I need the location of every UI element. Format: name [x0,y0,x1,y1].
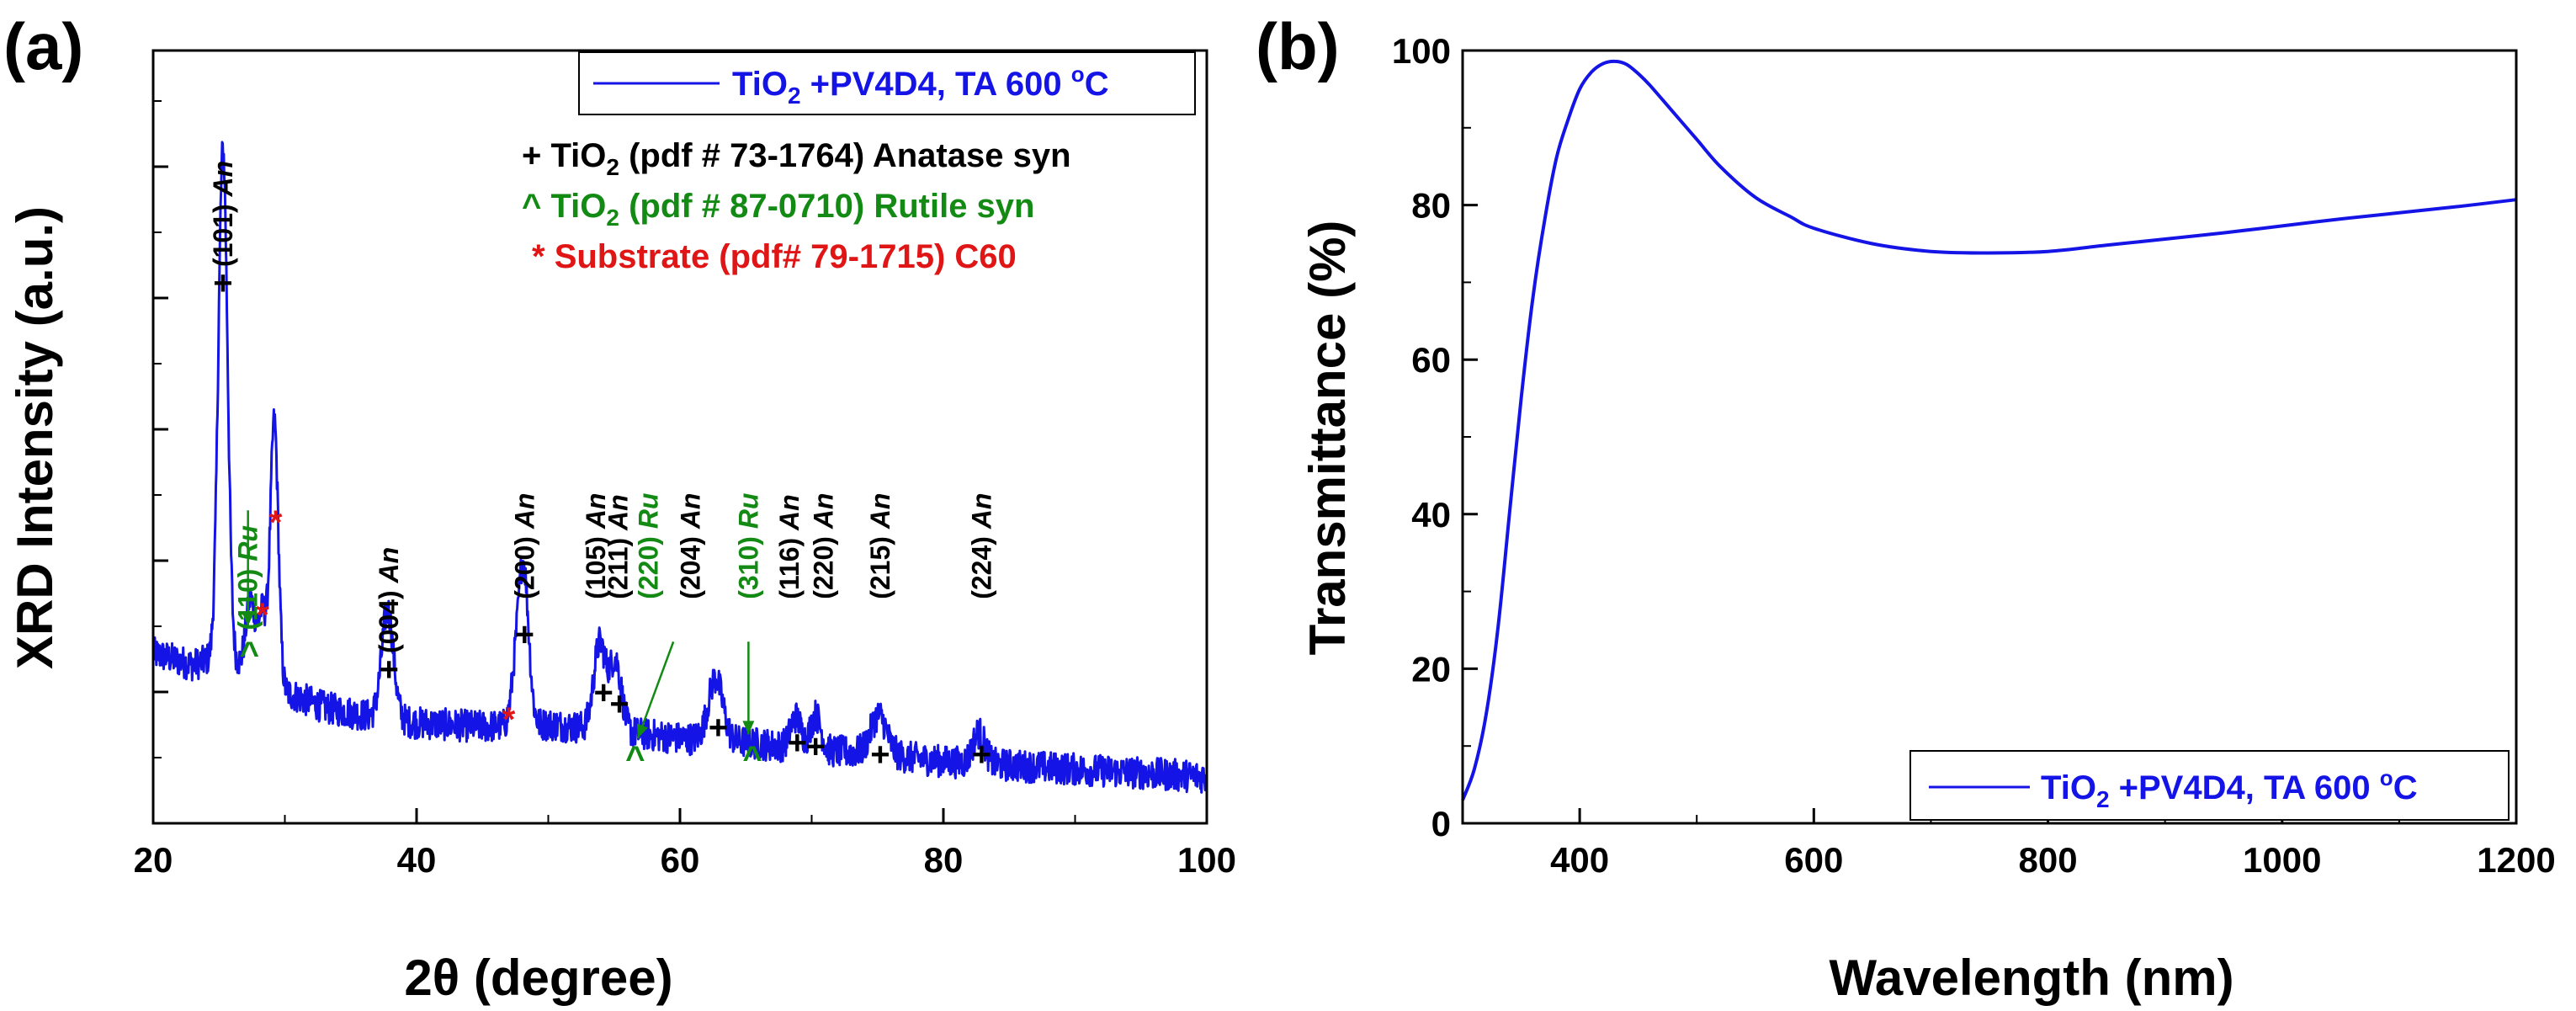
panel-a-legend: TiO2 +PV4D4, TA 600 oC [578,51,1196,115]
annotation-arrow-head [742,721,755,735]
peak-label: (224) An [966,493,996,599]
annotation-arrow-head [636,723,649,739]
phase-key-anatase: + TiO2 (pdf # 73-1764) Anatase syn [522,137,1071,180]
panel-b-x-tick-label: 800 [2019,840,2078,880]
panel-a: (a) XRD Intensity (a.u.) 2θ (degree) 20 4… [3,9,1236,1006]
phase-marker: ^ [240,636,259,673]
peak-label: (211) An [603,494,633,599]
panel-b-transmittance-line [1461,59,2517,801]
panel-a-xrd-line [151,141,1208,794]
panel-a-x-tick-label: 40 [397,840,437,880]
phase-marker: + [709,709,728,746]
panel-b-legend-box [1909,750,2510,821]
panel-b-x-tick-label: 1000 [2243,840,2321,880]
phase-marker: * [256,597,269,634]
panel-b-y-tick-label: 80 [1411,186,1451,226]
peak-label: (200) An [509,493,539,599]
panel-b-x-tick-label: 400 [1550,840,1609,880]
panel-a-x-tick-label: 100 [1177,840,1236,880]
annotation-arrow-line [636,641,675,739]
panel-b-legend: TiO2 +PV4D4, TA 600 oC [1909,750,2510,821]
panel-a-x-axis-title: 2θ (degree) [404,950,672,1006]
panel-b-y-axis-title: Transmittance (%) [1299,221,1356,656]
phase-marker: * [269,504,283,541]
peak-label: (310) Ru [733,493,763,599]
panel-b-x-axis-title: Wavelength (nm) [1829,950,2233,1006]
panel-a-phase-key: + TiO2 (pdf # 73-1764) Anatase syn ^ TiO… [522,137,1071,275]
phase-marker: + [515,616,534,653]
panel-a-plot-frame [151,49,1208,825]
panel-a-x-tick-label: 80 [924,840,964,880]
phase-marker: ^ [742,740,762,777]
panel-a-letter: (a) [3,9,83,83]
phase-marker: + [213,264,232,301]
peak-label: (004) An [374,547,404,653]
peak-label: (215) An [865,493,895,599]
phase-marker: * [502,701,516,738]
panel-a-x-tick-label: 60 [661,840,700,880]
phase-key-rutile: ^ TiO2 (pdf # 87-0710) Rutile syn [522,188,1034,231]
panel-a-x-tick-label: 20 [134,840,173,880]
phase-marker: + [379,651,398,688]
panel-a-legend-label: TiO2 +PV4D4, TA 600 oC [732,61,1109,109]
peak-label: (101) An [208,161,238,267]
panel-b-x-tick-label: 600 [1784,840,1843,880]
panel-a-arrows [242,510,755,739]
panel-b-letter: (b) [1256,9,1340,83]
panel-b-y-tick-label: 0 [1431,804,1451,843]
panel-b-ticks: 400 600 800 1000 1200 0 20 40 60 80 100 [1392,31,2556,880]
phase-marker: + [788,725,807,762]
panel-a-ticks: 20 40 60 80 100 [134,100,1236,880]
phase-marker: + [806,728,826,765]
panel-a-y-axis-title: XRD Intensity (a.u.) [7,206,63,669]
panel-b: (b) Transmittance (%) Wavelength (nm) 40… [1256,9,2556,1006]
panel-b-y-tick-label: 20 [1411,649,1451,689]
peak-label: (220) Ru [633,493,663,599]
panel-b-y-tick-label: 40 [1411,495,1451,535]
peak-label: (105) An [581,493,611,599]
panel-a-peak-labels: (101) An (110) Ru (004) An (200) An (105) An… [208,161,996,653]
peak-label: (204) An [676,493,706,599]
phase-marker: + [609,686,629,723]
phase-key-substrate: * Substrate (pdf# 79-1715) C60 [532,238,1017,275]
panel-b-x-tick-label: 1200 [2477,840,2555,880]
peak-label: (220) An [809,493,839,599]
phase-marker: + [972,736,991,773]
peak-label: (110) Ru [233,525,263,630]
panel-b-y-tick-label: 100 [1392,31,1451,71]
phase-marker: + [870,736,890,773]
phase-marker: + [594,674,613,711]
annotation-arrow-head [242,612,254,626]
panel-b-y-tick-label: 60 [1411,340,1451,380]
panel-b-plot-frame [1461,49,2518,825]
panel-a-phase-markers: +^**+*+++^+^ ++ + + [213,264,991,777]
peak-label: (116) An [774,494,805,599]
phase-marker: ^ [625,740,645,777]
panel-b-legend-label: TiO2 +PV4D4, TA 600 oC [2041,765,2418,812]
